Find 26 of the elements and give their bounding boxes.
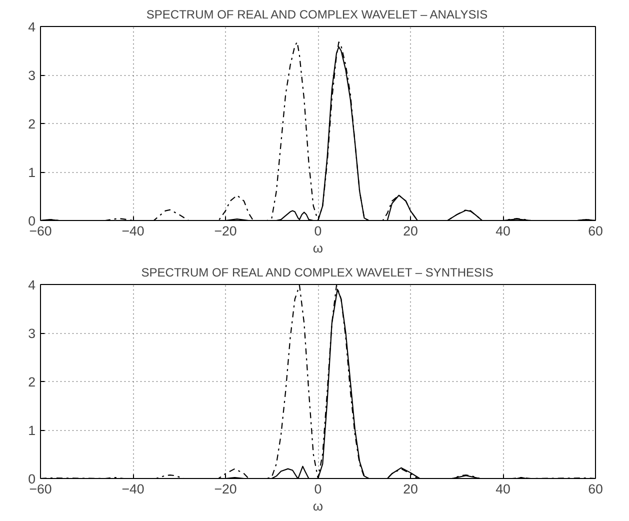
y-tick-label: 0	[28, 214, 36, 228]
x-tick-label: −40	[122, 224, 144, 238]
chart-title: SPECTRUM OF REAL AND COMPLEX WAVELET – ANALYSIS	[146, 8, 488, 22]
x-tick-label: −20	[214, 482, 237, 496]
y-tick-label: 3	[28, 68, 36, 83]
y-tick-label: 2	[28, 374, 36, 390]
x-tick-label: 40	[496, 224, 510, 238]
y-tick-label: 0	[28, 472, 36, 486]
x-tick-label: 60	[588, 224, 603, 238]
x-tick-label: 0	[314, 224, 322, 238]
y-tick-label: 4	[28, 278, 36, 292]
y-tick-label: 1	[28, 423, 36, 438]
x-tick-label: 20	[403, 224, 418, 238]
x-axis-title: ω	[312, 240, 324, 256]
y-tick-label: 3	[28, 326, 36, 341]
x-tick-label: 20	[403, 482, 418, 496]
y-tick-label: 1	[28, 165, 36, 180]
x-tick-label: 0	[314, 482, 322, 496]
x-tick-label: −20	[214, 224, 237, 238]
x-axis-title: ω	[312, 498, 324, 514]
chart-title: SPECTRUM OF REAL AND COMPLEX WAVELET – SYNTHESIS	[141, 266, 494, 280]
x-tick-label: 60	[588, 482, 603, 496]
x-tick-label: 40	[496, 482, 510, 496]
y-tick-label: 4	[28, 20, 36, 34]
x-tick-label: −40	[122, 482, 144, 496]
y-tick-label: 2	[28, 116, 36, 132]
